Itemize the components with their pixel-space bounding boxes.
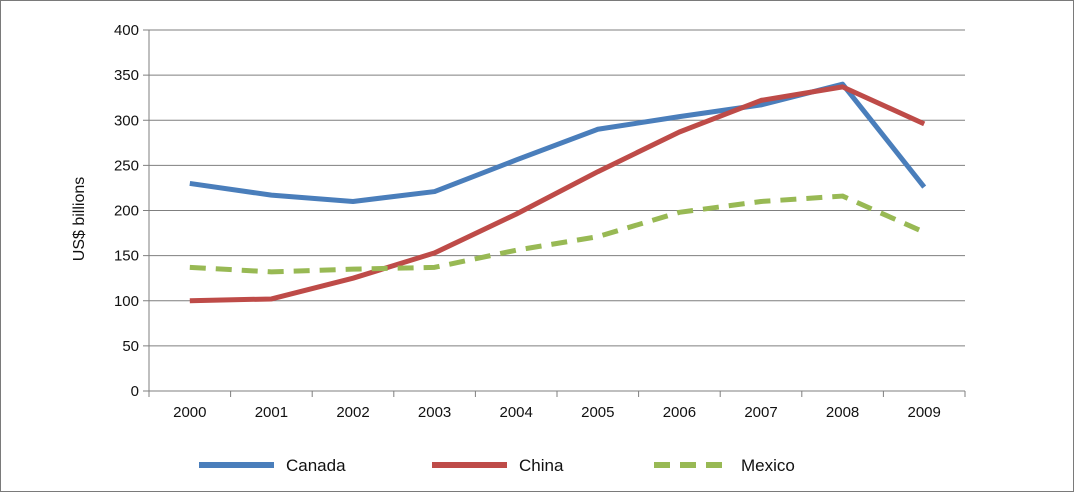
- y-tick-label: 200: [114, 203, 139, 220]
- series-line-china: [189, 84, 926, 304]
- axes: [143, 29, 966, 397]
- y-tick-label: 0: [131, 383, 139, 400]
- legend-label-mexico: Mexico: [741, 456, 795, 475]
- x-tick-labels: 2000 2001 2002 2003 2004 2005 2006 2007 2008 2009: [173, 404, 941, 421]
- x-tick-label: 2005: [581, 404, 614, 421]
- y-tick-label: 50: [122, 338, 139, 355]
- y-tick-label: 300: [114, 112, 139, 129]
- x-tick-label: 2009: [908, 404, 941, 421]
- series-line-canada: [189, 81, 927, 204]
- x-tick-label: 2002: [336, 404, 369, 421]
- y-tick-labels: 0 50 100 150 200 250 300 350 400: [114, 22, 139, 400]
- x-tick-label: 2003: [418, 404, 451, 421]
- legend: Canada China Mexico: [199, 456, 795, 475]
- legend-label-canada: Canada: [286, 456, 346, 475]
- series-lines: [189, 81, 927, 304]
- y-axis-label: US$ billions: [71, 177, 88, 261]
- gridlines: [149, 29, 965, 347]
- x-tick-label: 2004: [500, 404, 533, 421]
- x-tick-label: 2006: [663, 404, 696, 421]
- y-tick-label: 350: [114, 67, 139, 84]
- legend-label-china: China: [519, 456, 564, 475]
- x-tick-label: 2007: [744, 404, 777, 421]
- x-tick-label: 2000: [173, 404, 206, 421]
- series-line-mexico: [189, 193, 926, 275]
- x-tick-label: 2001: [255, 404, 288, 421]
- y-tick-label: 100: [114, 293, 139, 310]
- x-tick-label: 2008: [826, 404, 859, 421]
- y-tick-label: 250: [114, 157, 139, 174]
- y-tick-label: 400: [114, 22, 139, 39]
- y-tick-label: 150: [114, 248, 139, 265]
